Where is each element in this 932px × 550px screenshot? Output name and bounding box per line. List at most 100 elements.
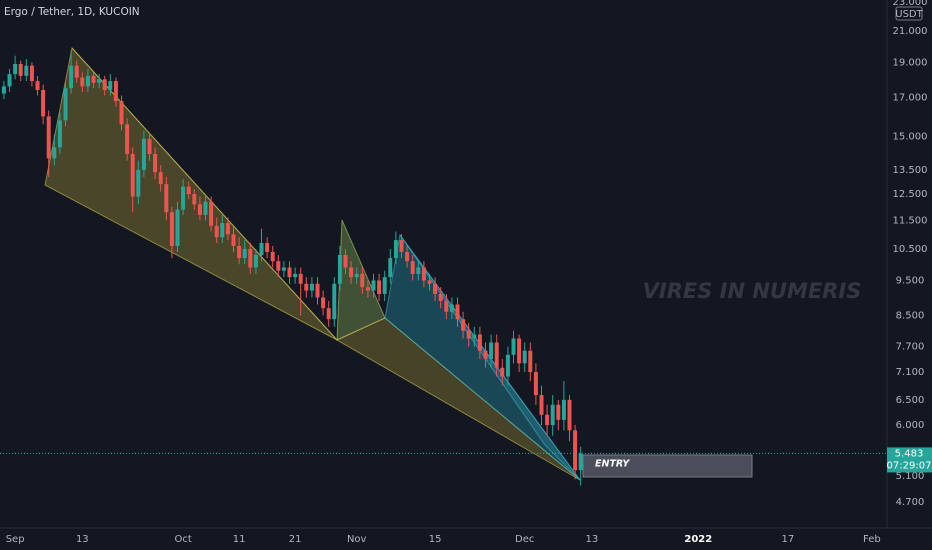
countdown-label: 07:29:07: [887, 460, 932, 471]
x-tick-label: 13: [586, 534, 599, 545]
candle-body: [455, 304, 460, 320]
candle-body: [511, 338, 516, 355]
candle-body: [141, 138, 146, 170]
y-tick-label: 17.000: [893, 92, 928, 103]
y-tick-label: 9.500: [896, 275, 925, 286]
candle-body: [125, 124, 130, 154]
x-tick-label: Nov: [347, 534, 367, 545]
candle-body: [52, 147, 57, 159]
candle-body: [113, 81, 118, 102]
last-price-box: [887, 447, 932, 473]
y-tick-label: 5.100: [896, 471, 925, 482]
entry-box: [582, 454, 753, 478]
y-tick-label: 19.000: [893, 57, 928, 68]
candle-body: [293, 273, 298, 278]
candle-body: [528, 350, 533, 373]
candle-body: [186, 186, 191, 195]
candle-body: [337, 255, 342, 284]
candle-body: [35, 81, 40, 90]
entry-label: ENTRY: [595, 459, 630, 470]
candle-body: [489, 342, 494, 360]
candle-body: [365, 287, 370, 291]
candle-body: [382, 277, 387, 294]
x-tick-label: Oct: [174, 534, 191, 545]
candle-body: [91, 75, 96, 83]
candle-body: [214, 225, 219, 238]
candle-body: [371, 280, 376, 291]
candle-body: [545, 414, 550, 426]
candle-body: [270, 251, 275, 262]
candle-body: [231, 234, 236, 246]
candle-body: [253, 255, 258, 268]
candle-body: [287, 267, 292, 278]
candle-body: [13, 63, 18, 75]
candle-body: [18, 63, 23, 76]
candle-body: [438, 293, 443, 301]
candle-body: [130, 153, 135, 197]
candle-body: [63, 88, 68, 121]
chart-title: Ergo / Tether, 1D, KUCOIN: [4, 6, 140, 18]
last-price-label: 5.483: [895, 448, 924, 459]
currency-label: USDT: [895, 9, 923, 20]
x-tick-label: 17: [782, 534, 795, 545]
candle-body: [41, 89, 46, 117]
candle-body: [169, 212, 174, 246]
candle-body: [74, 65, 79, 78]
candle-body: [197, 204, 202, 215]
candle-body: [175, 209, 180, 246]
x-tick-label: Sep: [6, 534, 25, 545]
candle-body: [427, 280, 432, 284]
candle-body: [85, 75, 90, 87]
y-tick-label: 15.000: [893, 132, 928, 143]
y-tick-label: 7.100: [896, 367, 925, 378]
candle-body: [332, 283, 337, 320]
x-tick-label: 11: [233, 534, 246, 545]
candle-body: [477, 334, 482, 351]
candle-body: [69, 65, 74, 89]
candle-body: [349, 267, 354, 278]
y-tick-label: 8.500: [896, 310, 925, 321]
candle-body: [304, 283, 309, 291]
y-tick-label: 13.500: [893, 165, 928, 176]
x-tick-label: Feb: [863, 534, 881, 545]
candle-body: [242, 248, 247, 259]
candle-body: [192, 194, 197, 205]
candle-body: [1, 86, 6, 94]
candle-body: [315, 283, 320, 298]
candle-body: [343, 255, 348, 268]
candle-body: [556, 404, 561, 420]
candle-body: [248, 248, 253, 268]
candle-body: [7, 74, 12, 87]
candle-body: [321, 297, 326, 309]
candle-body: [416, 267, 421, 274]
pattern: [71, 47, 338, 341]
candle-body: [203, 201, 208, 215]
y-tick-label: 7.700: [896, 342, 925, 353]
candle-body: [393, 240, 398, 259]
y-tick-label: 4.700: [896, 497, 925, 508]
candle-body: [494, 342, 499, 368]
watermark: VIRES IN NUMERIS: [643, 279, 862, 303]
candle-body: [500, 367, 505, 377]
candle-body: [550, 404, 555, 426]
y-tick-label: 11.500: [893, 215, 928, 226]
candle-body: [483, 350, 488, 360]
candle-body: [108, 81, 113, 90]
candle-body: [276, 261, 281, 271]
candle-body: [181, 186, 186, 210]
candle-body: [449, 304, 454, 312]
candle-body: [237, 245, 242, 259]
candle-body: [461, 319, 466, 331]
x-tick-label: Dec: [515, 534, 534, 545]
candle-body: [360, 273, 365, 288]
candle-body: [281, 267, 286, 271]
candle-body: [444, 300, 449, 312]
candle-body: [259, 243, 264, 256]
x-tick-label: 2022: [684, 534, 712, 545]
candle-body: [298, 273, 303, 284]
candle-body: [466, 330, 471, 339]
candle-body: [102, 79, 107, 90]
candle-body: [147, 138, 152, 154]
